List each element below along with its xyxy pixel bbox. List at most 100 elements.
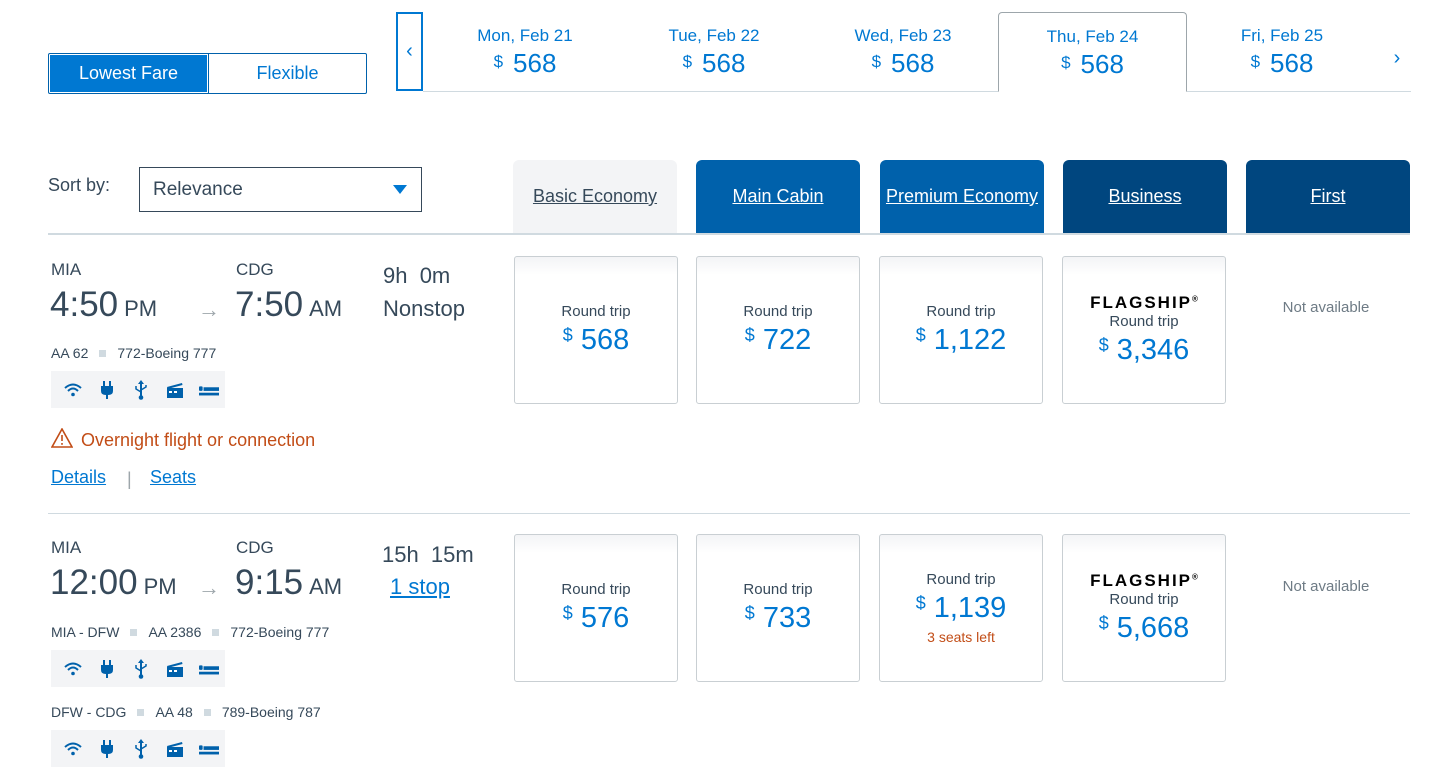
wifi-icon: [63, 739, 83, 759]
date-tab-selected[interactable]: Thu, Feb 24 $568: [998, 12, 1187, 92]
cabin-header-business[interactable]: Business: [1063, 160, 1227, 233]
segment-route: MIA - DFW: [51, 624, 120, 640]
wifi-icon: [63, 659, 83, 679]
origin-airport: MIA: [51, 538, 82, 557]
aircraft: 789-Boeing 787: [221, 704, 321, 720]
amenities: [51, 371, 225, 408]
date-label: Tue, Feb 22: [668, 26, 760, 45]
date-price: $568: [1061, 49, 1124, 79]
stops-link[interactable]: 1 stop: [390, 574, 450, 599]
first-not-available: Not available: [1282, 578, 1370, 595]
flight-duration: 9h 0m: [383, 263, 451, 288]
details-link[interactable]: Details: [51, 467, 107, 487]
segment-meta: MIA - DFW AA 2386 772-Boeing 777: [51, 624, 329, 640]
date-tab[interactable]: Fri, Feb 25 $568: [1188, 14, 1376, 92]
aircraft: 772-Boeing 777: [230, 624, 330, 640]
cabin-header-premium-economy[interactable]: Premium Economy: [880, 160, 1044, 233]
cabin-header-first[interactable]: First: [1246, 160, 1410, 233]
fare-price: $5,668: [1098, 612, 1190, 644]
date-label: Fri, Feb 25: [1240, 26, 1324, 45]
usb-icon: [131, 379, 151, 400]
power-icon: [97, 659, 117, 679]
power-icon: [97, 739, 117, 759]
fare-premium-economy[interactable]: Round trip $1,139 3 seats left: [879, 534, 1043, 682]
entertainment-icon: [165, 659, 185, 679]
entertainment-icon: [165, 739, 185, 759]
flight-number: AA 48: [155, 704, 193, 720]
separator: [203, 708, 211, 716]
usb-icon: [131, 658, 151, 679]
date-tab[interactable]: Wed, Feb 23 $568: [809, 14, 997, 92]
fare-price: $1,122: [915, 324, 1007, 356]
power-icon: [97, 380, 117, 400]
usb-icon: [131, 738, 151, 759]
fare-business[interactable]: FLAGSHIP® Round trip $3,346: [1062, 256, 1226, 404]
chevron-left-icon: ‹: [406, 40, 413, 62]
fare-price: $1,139: [915, 592, 1007, 624]
fare-price: $722: [744, 324, 812, 356]
origin-airport: MIA: [51, 260, 82, 279]
fare-business[interactable]: FLAGSHIP® Round trip $5,668: [1062, 534, 1226, 682]
date-label: Thu, Feb 24: [1046, 27, 1139, 46]
fare-type-toggle: Lowest Fare Flexible: [48, 53, 367, 94]
fare-price: $3,346: [1098, 334, 1190, 366]
previous-dates-button[interactable]: ‹: [396, 12, 423, 91]
arrow-right-icon: →: [198, 297, 220, 322]
destination-airport: CDG: [236, 538, 274, 557]
date-price: $568: [1250, 48, 1314, 78]
first-not-available: Not available: [1282, 299, 1370, 316]
amenities: [51, 650, 225, 687]
sort-value: Relevance: [153, 178, 243, 200]
lie-flat-seat-icon: [199, 659, 219, 679]
separator: [130, 628, 138, 636]
wifi-icon: [63, 380, 83, 400]
amenities: [51, 730, 225, 767]
flight-meta: AA 62 772-Boeing 777: [51, 345, 216, 361]
separator: [137, 708, 145, 716]
chevron-right-icon: ›: [1393, 46, 1401, 69]
separator: [212, 628, 220, 636]
date-label: Wed, Feb 23: [854, 26, 952, 45]
sort-dropdown[interactable]: Relevance: [139, 167, 422, 212]
arrival-time: 9:15 AM: [235, 563, 343, 602]
entertainment-icon: [165, 380, 185, 400]
fare-basic-economy[interactable]: Round trip $576: [514, 534, 678, 682]
link-separator: |: [127, 469, 132, 489]
segment-meta: DFW - CDG AA 48 789-Boeing 787: [51, 704, 321, 720]
flight-duration: 15h 15m: [382, 542, 474, 567]
warning-icon: [50, 427, 74, 453]
cabin-header-basic-economy[interactable]: Basic Economy: [513, 160, 677, 233]
caret-down-icon: [393, 185, 407, 194]
fare-premium-economy[interactable]: Round trip $1,122: [879, 256, 1043, 404]
segment-route: DFW - CDG: [51, 704, 127, 720]
fare-price: $733: [744, 602, 812, 634]
date-tab[interactable]: Tue, Feb 22 $568: [620, 14, 808, 92]
aircraft: 772-Boeing 777: [117, 345, 217, 361]
date-carousel-baseline: [423, 91, 1411, 92]
cabin-header-main-cabin[interactable]: Main Cabin: [696, 160, 860, 233]
date-price: $568: [493, 48, 557, 78]
departure-time: 12:00 PM: [50, 563, 177, 602]
stops-label: Nonstop: [383, 296, 465, 321]
lie-flat-seat-icon: [199, 739, 219, 759]
fare-price: $576: [562, 602, 630, 634]
fare-main-cabin[interactable]: Round trip $733: [696, 534, 860, 682]
date-tab[interactable]: Mon, Feb 21 $568: [431, 14, 619, 92]
lie-flat-seat-icon: [199, 380, 219, 400]
date-price: $568: [871, 48, 935, 78]
lowest-fare-option[interactable]: Lowest Fare: [50, 55, 207, 92]
seats-link[interactable]: Seats: [150, 467, 197, 487]
fare-main-cabin[interactable]: Round trip $722: [696, 256, 860, 404]
overnight-warning: Overnight flight or connection: [50, 427, 315, 453]
flexible-option[interactable]: Flexible: [208, 54, 366, 93]
arrow-right-icon: →: [198, 575, 220, 600]
date-price: $568: [682, 48, 746, 78]
date-label: Mon, Feb 21: [477, 26, 573, 45]
next-dates-button[interactable]: ›: [1384, 40, 1410, 76]
fare-price: $568: [562, 324, 630, 356]
flight-number: AA 62: [51, 345, 89, 361]
flagship-brand: FLAGSHIP®: [1090, 571, 1198, 590]
separator: [99, 349, 107, 357]
fare-basic-economy[interactable]: Round trip $568: [514, 256, 678, 404]
arrival-time: 7:50 AM: [235, 285, 343, 324]
